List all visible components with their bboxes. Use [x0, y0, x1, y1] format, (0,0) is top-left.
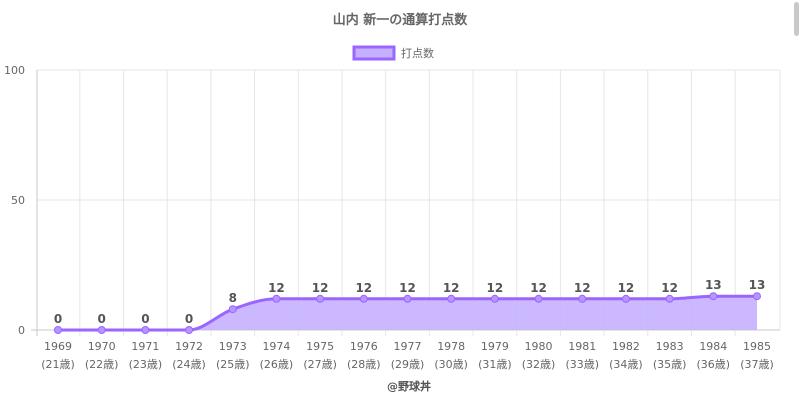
legend-label: 打点数 [401, 46, 434, 60]
data-label: 12 [487, 281, 504, 295]
footer-credit: @野球丼 [387, 379, 431, 393]
data-point [97, 326, 106, 334]
y-tick-label: 50 [11, 194, 25, 207]
data-point [359, 294, 368, 303]
series-area [58, 296, 757, 330]
data-points [54, 292, 761, 334]
x-tick-sublabel: (27歳) [303, 358, 337, 371]
x-tick-label: 1973 [219, 340, 247, 353]
x-tick-sublabel: (35歳) [653, 358, 687, 371]
data-point [316, 294, 325, 303]
x-tick-label: 1977 [394, 340, 422, 353]
data-point [272, 294, 281, 303]
data-point [447, 294, 456, 303]
data-point [54, 326, 62, 334]
x-tick-label: 1975 [306, 340, 334, 353]
data-point [228, 305, 237, 314]
x-tick-sublabel: (32歳) [522, 358, 556, 371]
y-tick-label: 0 [18, 324, 25, 337]
x-tick-label: 1985 [743, 340, 771, 353]
data-point [141, 326, 150, 334]
y-axis: 0 50 100 [4, 64, 25, 337]
x-tick-sublabel: (36歳) [697, 358, 731, 371]
x-tick-label: 1984 [699, 340, 727, 353]
x-tick-sublabel: (25歳) [216, 358, 250, 371]
x-tick-label: 1983 [656, 340, 684, 353]
data-label: 12 [443, 281, 460, 295]
x-tick-label: 1969 [44, 340, 72, 353]
data-labels: 0 0 0 0 8 12 12 12 12 12 12 12 12 12 12 13 13 [54, 278, 766, 326]
x-tick-sublabel: (28歳) [347, 358, 381, 371]
x-tick-label: 1979 [481, 340, 509, 353]
data-label: 0 [185, 312, 193, 326]
x-tick-label: 1970 [88, 340, 116, 353]
grid [31, 69, 781, 336]
data-point [490, 294, 499, 303]
legend-swatch [352, 45, 396, 61]
data-label: 12 [355, 281, 372, 295]
x-tick-label: 1972 [175, 340, 203, 353]
x-axis: 1969 (21歳) 1970 (22歳) 1971 (23歳) 1972 (24歳) 1973… [41, 340, 774, 371]
data-label: 0 [141, 312, 149, 326]
x-tick-sublabel: (22歳) [85, 358, 119, 371]
data-label: 12 [530, 281, 547, 295]
x-tick-label: 1974 [262, 340, 290, 353]
data-point [534, 294, 543, 303]
data-label: 12 [399, 281, 416, 295]
x-tick-sublabel: (30歳) [434, 358, 468, 371]
x-tick-label: 1978 [437, 340, 465, 353]
chart-title: 山内 新一の通算打点数 [333, 12, 469, 28]
data-label: 12 [312, 281, 329, 295]
x-tick-label: 1980 [525, 340, 553, 353]
x-tick-sublabel: (34歳) [609, 358, 643, 371]
data-point [753, 292, 761, 301]
x-tick-label: 1982 [612, 340, 640, 353]
data-label: 12 [574, 281, 591, 295]
data-label: 8 [229, 291, 237, 305]
x-tick-sublabel: (29歳) [391, 358, 425, 371]
x-tick-sublabel: (21歳) [41, 358, 75, 371]
legend[interactable]: 打点数 [352, 45, 434, 61]
data-label: 12 [618, 281, 635, 295]
x-tick-sublabel: (23歳) [129, 358, 163, 371]
x-tick-label: 1981 [568, 340, 596, 353]
data-label: 13 [749, 278, 766, 292]
x-tick-sublabel: (37歳) [740, 358, 774, 371]
y-tick-label: 100 [4, 64, 25, 77]
data-point [665, 294, 674, 303]
data-point [621, 294, 630, 303]
x-tick-sublabel: (24歳) [172, 358, 206, 371]
x-tick-label: 1976 [350, 340, 378, 353]
data-label: 0 [98, 312, 106, 326]
data-label: 12 [268, 281, 285, 295]
x-tick-sublabel: (31歳) [478, 358, 512, 371]
x-tick-sublabel: (33歳) [565, 358, 599, 371]
scrollbar-thumb[interactable] [794, 2, 799, 36]
data-point [403, 294, 412, 303]
x-tick-sublabel: (26歳) [260, 358, 294, 371]
data-label: 13 [705, 278, 722, 292]
x-tick-label: 1971 [131, 340, 159, 353]
data-label: 0 [54, 312, 62, 326]
data-point [709, 292, 718, 301]
data-point [578, 294, 587, 303]
data-point [185, 326, 194, 334]
data-label: 12 [661, 281, 678, 295]
